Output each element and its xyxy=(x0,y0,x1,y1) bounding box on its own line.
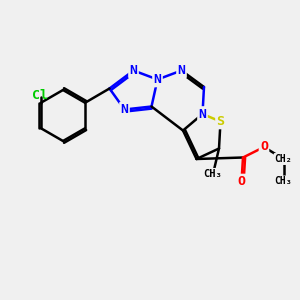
Text: N: N xyxy=(199,107,206,121)
Text: N: N xyxy=(178,64,185,77)
Text: S: S xyxy=(217,115,224,128)
Text: N: N xyxy=(154,73,161,86)
Text: N: N xyxy=(121,103,128,116)
Text: O: O xyxy=(238,175,245,188)
Text: O: O xyxy=(260,140,268,154)
Text: CH₃: CH₃ xyxy=(204,169,222,179)
Text: CH₃: CH₃ xyxy=(275,176,292,187)
Text: Cl: Cl xyxy=(32,89,48,102)
Text: CH₂: CH₂ xyxy=(275,154,292,164)
Text: N: N xyxy=(130,64,137,77)
